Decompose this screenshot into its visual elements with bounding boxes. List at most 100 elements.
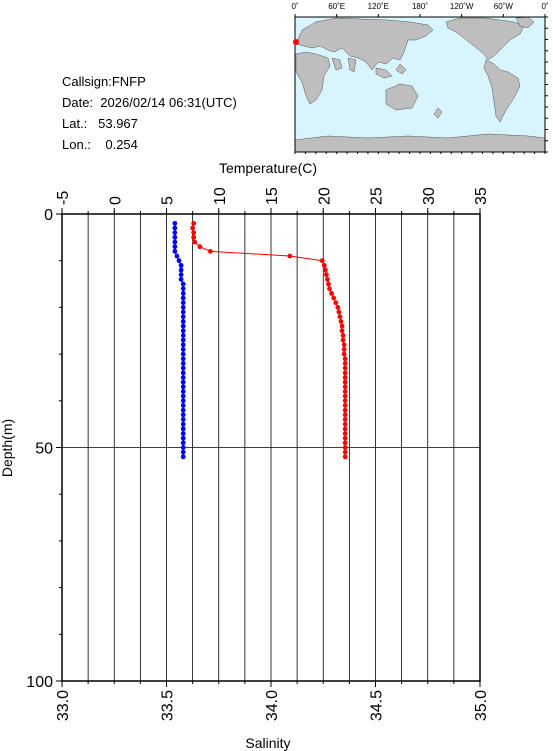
grid — [62, 214, 480, 681]
map-longitude-label: 60˚E — [328, 2, 345, 11]
temperature-tick-label: 5 — [160, 196, 177, 205]
temperature-data-point — [342, 435, 348, 441]
temperature-data-point — [207, 248, 213, 254]
temperature-tick-label: 15 — [264, 187, 281, 205]
temperature-data-point — [342, 421, 348, 427]
temperature-tick-label: 20 — [316, 187, 333, 205]
salinity-data-point — [180, 365, 186, 371]
temperature-data-point — [342, 454, 348, 460]
salinity-data-point — [180, 281, 186, 287]
temperature-data-point — [340, 337, 346, 343]
temperature-data-point — [191, 234, 197, 240]
salinity-data-point — [180, 407, 186, 413]
temperature-data-point — [326, 281, 331, 287]
map-longitude-label: 120˚E — [368, 2, 389, 11]
temperature-data-point — [342, 407, 348, 413]
salinity-data-point — [180, 356, 186, 362]
continents — [294, 16, 546, 153]
salinity-data-point — [178, 267, 184, 273]
map-longitude-label: 120˚W — [450, 2, 474, 11]
salinity-data-point — [180, 290, 186, 296]
salinity-tick-label: 35.0 — [473, 690, 490, 721]
salinity-data-point — [172, 230, 178, 236]
temperature-data-point — [329, 290, 335, 296]
salinity-axis-title: Salinity — [245, 735, 290, 751]
temperature-data-point — [342, 449, 348, 455]
map-longitude-label: 180˚ — [412, 2, 428, 11]
temperature-data-point — [342, 375, 348, 380]
longitude-label: Lon.: 0.254 — [62, 137, 138, 152]
temperature-data-point — [342, 365, 348, 371]
temperature-data-point — [342, 445, 348, 450]
temperature-data-point — [342, 384, 348, 390]
map-longitude-label: 0˚ — [291, 2, 298, 11]
depth-tick-label: 50 — [35, 441, 53, 458]
temperature-data-point — [342, 426, 348, 432]
salinity-data-point — [180, 445, 186, 450]
temperature-tick-label: 30 — [421, 187, 438, 205]
salinity-data-point — [180, 440, 186, 446]
temperature-data-point — [342, 417, 348, 422]
temperature-data-point — [342, 379, 348, 385]
temperature-data-point — [191, 230, 197, 236]
salinity-data-point — [180, 379, 186, 385]
temperature-data-point — [331, 295, 337, 301]
callsign-label: Callsign:FNFP — [62, 74, 146, 89]
salinity-data-point — [180, 305, 186, 310]
salinity-data-point — [180, 319, 186, 324]
salinity-data-point — [180, 347, 186, 352]
salinity-data-point — [180, 412, 186, 418]
salinity-data-point — [180, 435, 186, 441]
salinity-tick-label: 33.5 — [160, 690, 177, 721]
temperature-data-point — [190, 225, 196, 231]
salinity-data-point — [180, 403, 186, 408]
temperature-data-point — [342, 356, 348, 362]
temperature-data-point — [342, 431, 348, 436]
salinity-data-point — [172, 239, 178, 245]
temperature-data-point — [342, 412, 348, 418]
salinity-data-point — [172, 244, 178, 250]
salinity-data-point — [180, 370, 186, 376]
salinity-data-point — [180, 421, 186, 427]
temperature-data-point — [335, 305, 341, 310]
salinity-data-point — [180, 286, 186, 292]
temperature-tick-label: 35 — [473, 187, 490, 205]
salinity-tick-label: 34.5 — [369, 690, 386, 721]
salinity-data-point — [172, 248, 178, 254]
temperature-data-point — [323, 272, 329, 278]
salinity-data-point — [178, 262, 184, 268]
temperature-data-point — [338, 319, 344, 324]
temperature-data-point — [325, 276, 330, 282]
temperature-data-point — [342, 398, 348, 404]
salinity-data-point — [180, 384, 186, 390]
salinity-data-point — [180, 323, 186, 329]
salinity-data-point — [176, 258, 182, 264]
temperature-data-point — [197, 244, 203, 250]
salinity-data-point — [180, 328, 186, 334]
temperature-data-point — [342, 370, 348, 376]
temperature-data-point — [336, 309, 342, 315]
temperature-data-point — [341, 347, 347, 352]
salinity-data-point — [180, 417, 186, 422]
salinity-data-point — [180, 389, 186, 394]
temperature-data-point — [342, 361, 348, 366]
latitude-label: Lat.: 53.967 — [62, 116, 138, 131]
temperature-axis-title: Temperature(C) — [219, 160, 317, 176]
map-longitude-label: 0˚ — [541, 2, 548, 11]
temperature-data-point — [342, 389, 348, 394]
temperature-data-point — [322, 267, 328, 273]
salinity-data-point — [180, 342, 186, 348]
map-longitude-label: 60˚W — [494, 2, 514, 11]
depth-tick-label: 0 — [44, 207, 53, 224]
salinity-data-point — [180, 393, 186, 399]
temperature-data-point — [337, 314, 343, 320]
salinity-data-point — [180, 333, 186, 338]
temperature-data-point — [191, 220, 197, 226]
salinity-data-point — [180, 449, 186, 455]
temperature-data-point — [342, 440, 348, 446]
salinity-data-point — [178, 272, 184, 278]
salinity-data-point — [180, 375, 186, 380]
temperature-data-point — [192, 239, 198, 245]
